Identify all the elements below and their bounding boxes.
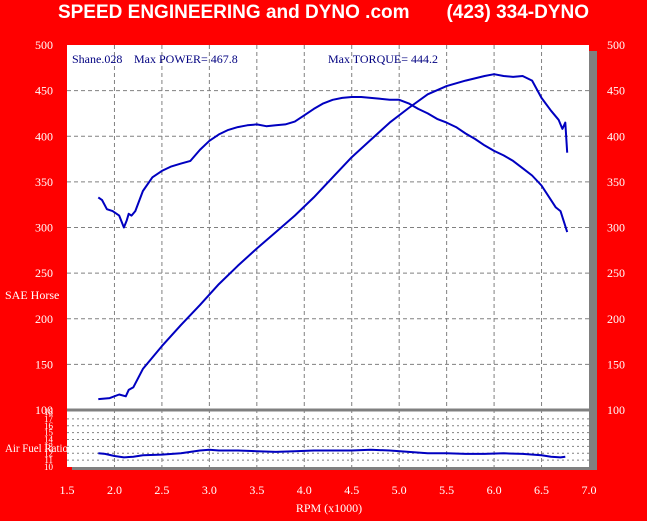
x-tick-label: 1.5 [60, 483, 75, 497]
page-title: SPEED ENGINEERING and DYNO .com (423) 33… [57, 2, 590, 23]
x-axis-label: RPM (x1000) [296, 501, 362, 515]
y-tick-label-right: 450 [607, 84, 625, 98]
x-tick-label: 2.5 [154, 483, 169, 497]
af-tick-label: 11 [44, 455, 53, 465]
plot-area [67, 45, 589, 467]
y-tick-label-right: 350 [607, 175, 625, 189]
run-label: Shane.028 [72, 52, 122, 66]
grid [67, 45, 589, 467]
x-tick-label: 5.0 [392, 483, 407, 497]
max-power-label: Max POWER= 467.8 [134, 52, 238, 66]
series-line-power [98, 73, 569, 401]
af-tick-label: 18 [44, 407, 54, 417]
x-tick-label: 4.0 [297, 483, 312, 497]
series-line-torque [97, 96, 569, 233]
y-tick-label-right: 150 [607, 357, 625, 371]
series-group [97, 73, 569, 459]
y-tick-label-right: 400 [607, 129, 625, 143]
y-tick-label-left: 250 [35, 266, 53, 280]
x-tick-label: 5.5 [439, 483, 454, 497]
y-tick-label-left: 500 [35, 38, 53, 52]
x-tick-label: 3.5 [249, 483, 264, 497]
y-axis-label: SAE Horse [5, 288, 59, 302]
y-tick-label-left: 350 [35, 175, 53, 189]
max-torque-label: Max TORQUE= 444.2 [328, 52, 438, 66]
y-tick-label-right: 500 [607, 38, 625, 52]
y-tick-label-right: 250 [607, 266, 625, 280]
y-tick-label-left: 300 [35, 221, 53, 235]
af-tick-label: 16 [44, 421, 54, 431]
af-tick-label: 15 [44, 428, 54, 438]
y-tick-label-left: 400 [35, 129, 53, 143]
y-tick-label-left: 100 [35, 403, 53, 417]
af-axis-label: Air Fuel Ratio [5, 441, 68, 455]
x-tick-label: 6.5 [534, 483, 549, 497]
y-tick-label-left: 200 [35, 312, 53, 326]
y-tick-label-right: 300 [607, 221, 625, 235]
y-tick-label-left: 450 [35, 84, 53, 98]
af-tick-label: 10 [44, 462, 54, 472]
x-tick-label: 4.5 [344, 483, 359, 497]
af-tick-label: 14 [44, 435, 54, 445]
x-tick-label: 2.0 [107, 483, 122, 497]
series-line-air-fuel [98, 448, 566, 459]
x-tick-label: 3.0 [202, 483, 217, 497]
af-tick-label: 12 [44, 448, 53, 458]
x-tick-label: 6.0 [487, 483, 502, 497]
y-tick-label-left: 150 [35, 357, 53, 371]
af-tick-label: 13 [44, 441, 54, 451]
af-tick-label: 17 [44, 414, 54, 424]
x-tick-label: 7.0 [582, 483, 597, 497]
y-tick-label-right: 200 [607, 312, 625, 326]
y-tick-label-right: 100 [607, 403, 625, 417]
